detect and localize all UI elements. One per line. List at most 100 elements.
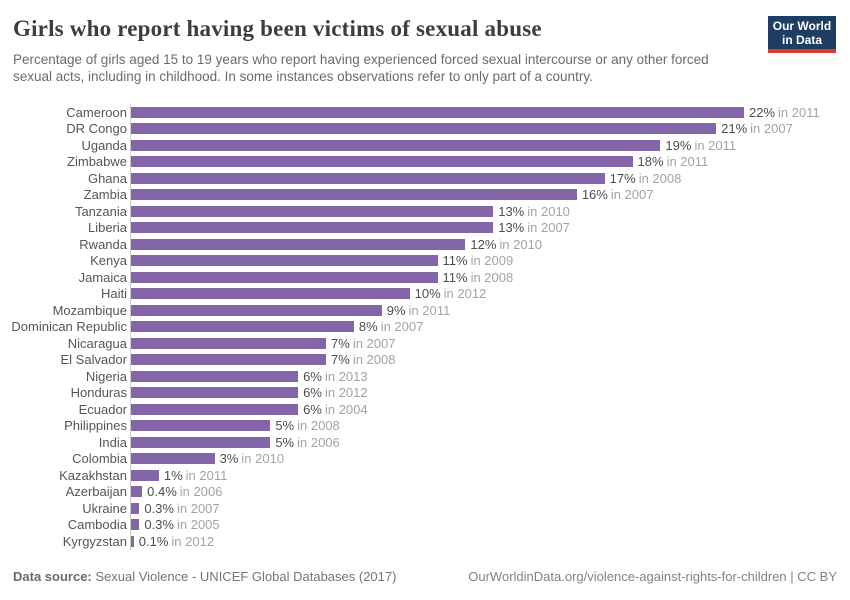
bar[interactable] [131,337,327,349]
value-label: 13% in 2007 [498,220,570,235]
bar-row: Kyrgyzstan 0.1% in 2012 [0,533,850,550]
bar[interactable] [131,288,410,300]
bar[interactable] [131,486,143,498]
bar[interactable] [131,436,271,448]
value-text: 6% [303,368,322,384]
year-text: in 2005 [176,517,220,533]
bar[interactable] [131,321,354,333]
bar[interactable] [131,205,494,217]
bar-row: DR Congo 21% in 2007 [0,120,850,137]
value-label: 6% in 2004 [303,402,367,417]
bar-row: Ukraine 0.3% in 2007 [0,500,850,517]
country-label: Kazakhstan [59,467,127,483]
country-label: Cambodia [67,517,127,533]
value-text: 0.4% [147,484,177,500]
value-label: 17% in 2008 [610,171,682,186]
bar-area: 13% in 2010 [130,203,850,220]
country-label: Kenya [90,253,127,269]
bar[interactable] [131,172,605,184]
country-label: Zimbabwe [67,154,127,170]
value-label: 7% in 2007 [331,336,395,351]
bar[interactable] [131,189,577,201]
country-label: Ghana [87,170,127,186]
bar[interactable] [131,370,299,382]
bar-row: Cambodia 0.3% in 2005 [0,516,850,533]
owid-logo[interactable]: Our World in Data [768,16,836,53]
value-text: 19% [665,137,692,153]
year-text: in 2012 [324,385,368,401]
bar[interactable] [131,403,299,415]
bar[interactable] [131,387,299,399]
value-label: 9% in 2011 [387,303,450,318]
bar[interactable] [131,222,494,234]
value-label: 6% in 2013 [303,369,367,384]
value-label: 13% in 2010 [498,204,570,219]
country-label: Tanzania [74,203,127,219]
country-label: India [98,434,127,450]
bar[interactable] [131,535,134,547]
data-source: Data source: Sexual Violence - UNICEF Gl… [13,569,396,584]
bar[interactable] [131,502,140,514]
bar[interactable] [131,469,159,481]
bar-area: 13% in 2007 [130,219,850,236]
country-label: Rwanda [79,236,127,252]
country-label: Azerbaijan [65,484,127,500]
year-text: in 2010 [499,236,543,252]
bar-area: 22% in 2011 [130,104,850,121]
value-label: 16% in 2007 [582,187,654,202]
owid-logo-line2: in Data [781,33,822,47]
bar-area: 18% in 2011 [130,153,850,170]
bar[interactable] [131,354,327,366]
country-label: Philippines [64,418,127,434]
value-text: 16% [581,187,608,203]
data-source-label: Data source: [13,569,92,584]
bar[interactable] [131,139,661,151]
bar[interactable] [131,123,717,135]
bar[interactable] [131,420,271,432]
value-text: 11% [442,253,468,269]
bar[interactable] [131,156,633,168]
bar[interactable] [131,271,438,283]
country-label: Dominican Republic [11,319,127,335]
value-label: 7% in 2008 [331,352,395,367]
year-text: in 2004 [324,401,368,417]
bar[interactable] [131,255,438,267]
year-text: in 2007 [352,335,396,351]
bar-area: 5% in 2006 [130,434,850,451]
bar-row: Azerbaijan 0.4% in 2006 [0,483,850,500]
license-link[interactable]: OurWorldinData.org/violence-against-righ… [468,569,837,584]
year-text: in 2011 [694,137,737,153]
bar-area: 7% in 2008 [130,351,850,368]
value-text: 21% [721,121,748,137]
bar[interactable] [131,238,466,250]
value-label: 0.3% in 2007 [144,501,219,516]
bar-row: Uganda 19% in 2011 [0,137,850,154]
bar[interactable] [131,519,140,531]
bar-area: 12% in 2010 [130,236,850,253]
bar[interactable] [131,304,382,316]
bar[interactable] [131,453,215,465]
bar-area: 9% in 2011 [130,302,850,319]
bar-row: Nigeria 6% in 2013 [0,368,850,385]
chart-title: Girls who report having been victims of … [13,16,542,41]
country-label: Jamaica [78,269,127,285]
bar[interactable] [131,106,744,118]
value-text: 17% [609,170,636,186]
year-text: in 2011 [185,467,228,483]
country-label: El Salvador [60,352,127,368]
value-label: 0.4% in 2006 [147,484,222,499]
year-text: in 2008 [638,170,682,186]
chart-subtitle: Percentage of girls aged 15 to 19 years … [13,52,709,85]
country-label: Kyrgyzstan [62,533,127,549]
value-text: 12% [470,236,497,252]
value-label: 19% in 2011 [665,138,736,153]
year-text: in 2008 [352,352,396,368]
country-label: Nigeria [85,368,127,384]
year-text: in 2006 [297,434,340,450]
value-text: 6% [303,401,322,417]
value-label: 22% in 2011 [749,105,820,120]
bar-area: 6% in 2004 [130,401,850,418]
bar-area: 0.3% in 2005 [130,516,850,533]
bar-area: 19% in 2011 [130,137,850,154]
